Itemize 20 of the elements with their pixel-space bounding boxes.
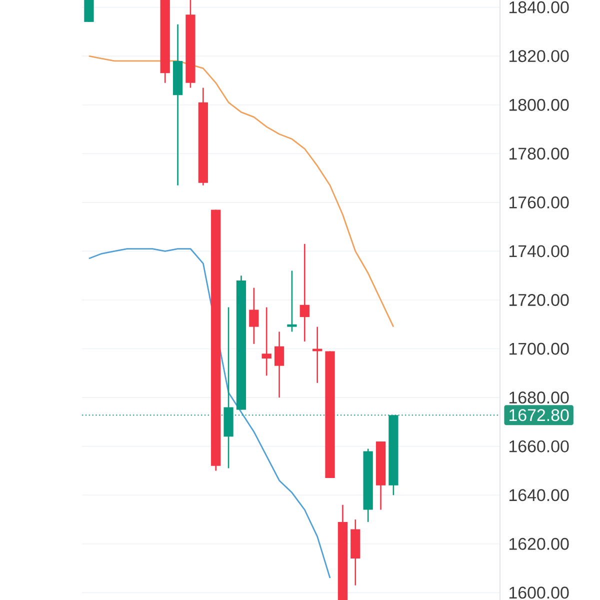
y-tick-label: 1640.00 [510, 489, 569, 502]
y-tick-label: 1720.00 [510, 294, 569, 306]
y-tick-label: 1820.00 [510, 50, 569, 62]
y-tick-label: 1760.00 [510, 196, 569, 208]
ref-line-label: 1672.80 [510, 409, 569, 422]
candlestick [262, 306, 272, 376]
candlestick [249, 287, 259, 345]
y-tick-label: 1740.00 [510, 245, 569, 258]
candlestick [84, 0, 94, 23]
y-tick-label: 1600.00 [510, 586, 569, 599]
y-tick-label: 1840.00 [510, 1, 569, 14]
y-tick-label: 1680.00 [510, 392, 569, 404]
y-tick-label: 1660.00 [510, 440, 569, 452]
candlestick [300, 243, 310, 342]
candlestick [287, 270, 297, 332]
y-tick-label: 1800.00 [510, 98, 569, 111]
candlestick [274, 331, 284, 398]
y-tick-label: 1780.00 [510, 148, 569, 160]
y-tick-label: 1620.00 [510, 538, 569, 550]
y-tick-label: 1700.00 [510, 342, 569, 355]
